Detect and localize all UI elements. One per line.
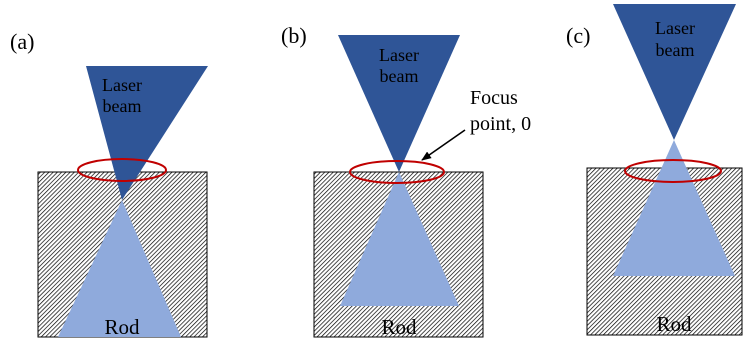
diverging-beam: [58, 200, 181, 337]
beam-label-line1: Laser: [379, 45, 419, 65]
rod-label: Rod: [104, 315, 140, 339]
panel-a: (a) Laser beam Rod: [10, 29, 208, 339]
beam-label-line2: beam: [656, 40, 695, 60]
panel-c: (c) Laser beam Rod: [566, 4, 743, 336]
beam-label-line1: Laser: [655, 18, 695, 38]
laser-beam-cone: [338, 35, 460, 172]
focus-ring: [77, 158, 167, 182]
diverging-beam: [613, 140, 735, 276]
panel-b: (b) Laser beam Rod Focus point, 0: [281, 23, 531, 339]
laser-beam-cone: [613, 4, 736, 140]
panel-label: (b): [281, 23, 307, 48]
focus-ring: [349, 160, 445, 184]
diverging-beam: [340, 172, 459, 306]
beam-label-line2: beam: [380, 66, 419, 86]
focus-annotation-line1: Focus: [470, 87, 518, 109]
laser-beam-cone: [86, 66, 208, 200]
focus-annotation-line2: point, 0: [470, 113, 531, 135]
panel-label: (a): [10, 29, 34, 54]
rod-label: Rod: [381, 315, 417, 339]
focus-ring: [624, 159, 722, 183]
beam-label-line1: Laser: [102, 75, 142, 95]
panel-label: (c): [566, 23, 590, 48]
rod-label: Rod: [656, 312, 692, 336]
focus-arrow: [421, 129, 466, 161]
beam-label-line2: beam: [103, 96, 142, 116]
